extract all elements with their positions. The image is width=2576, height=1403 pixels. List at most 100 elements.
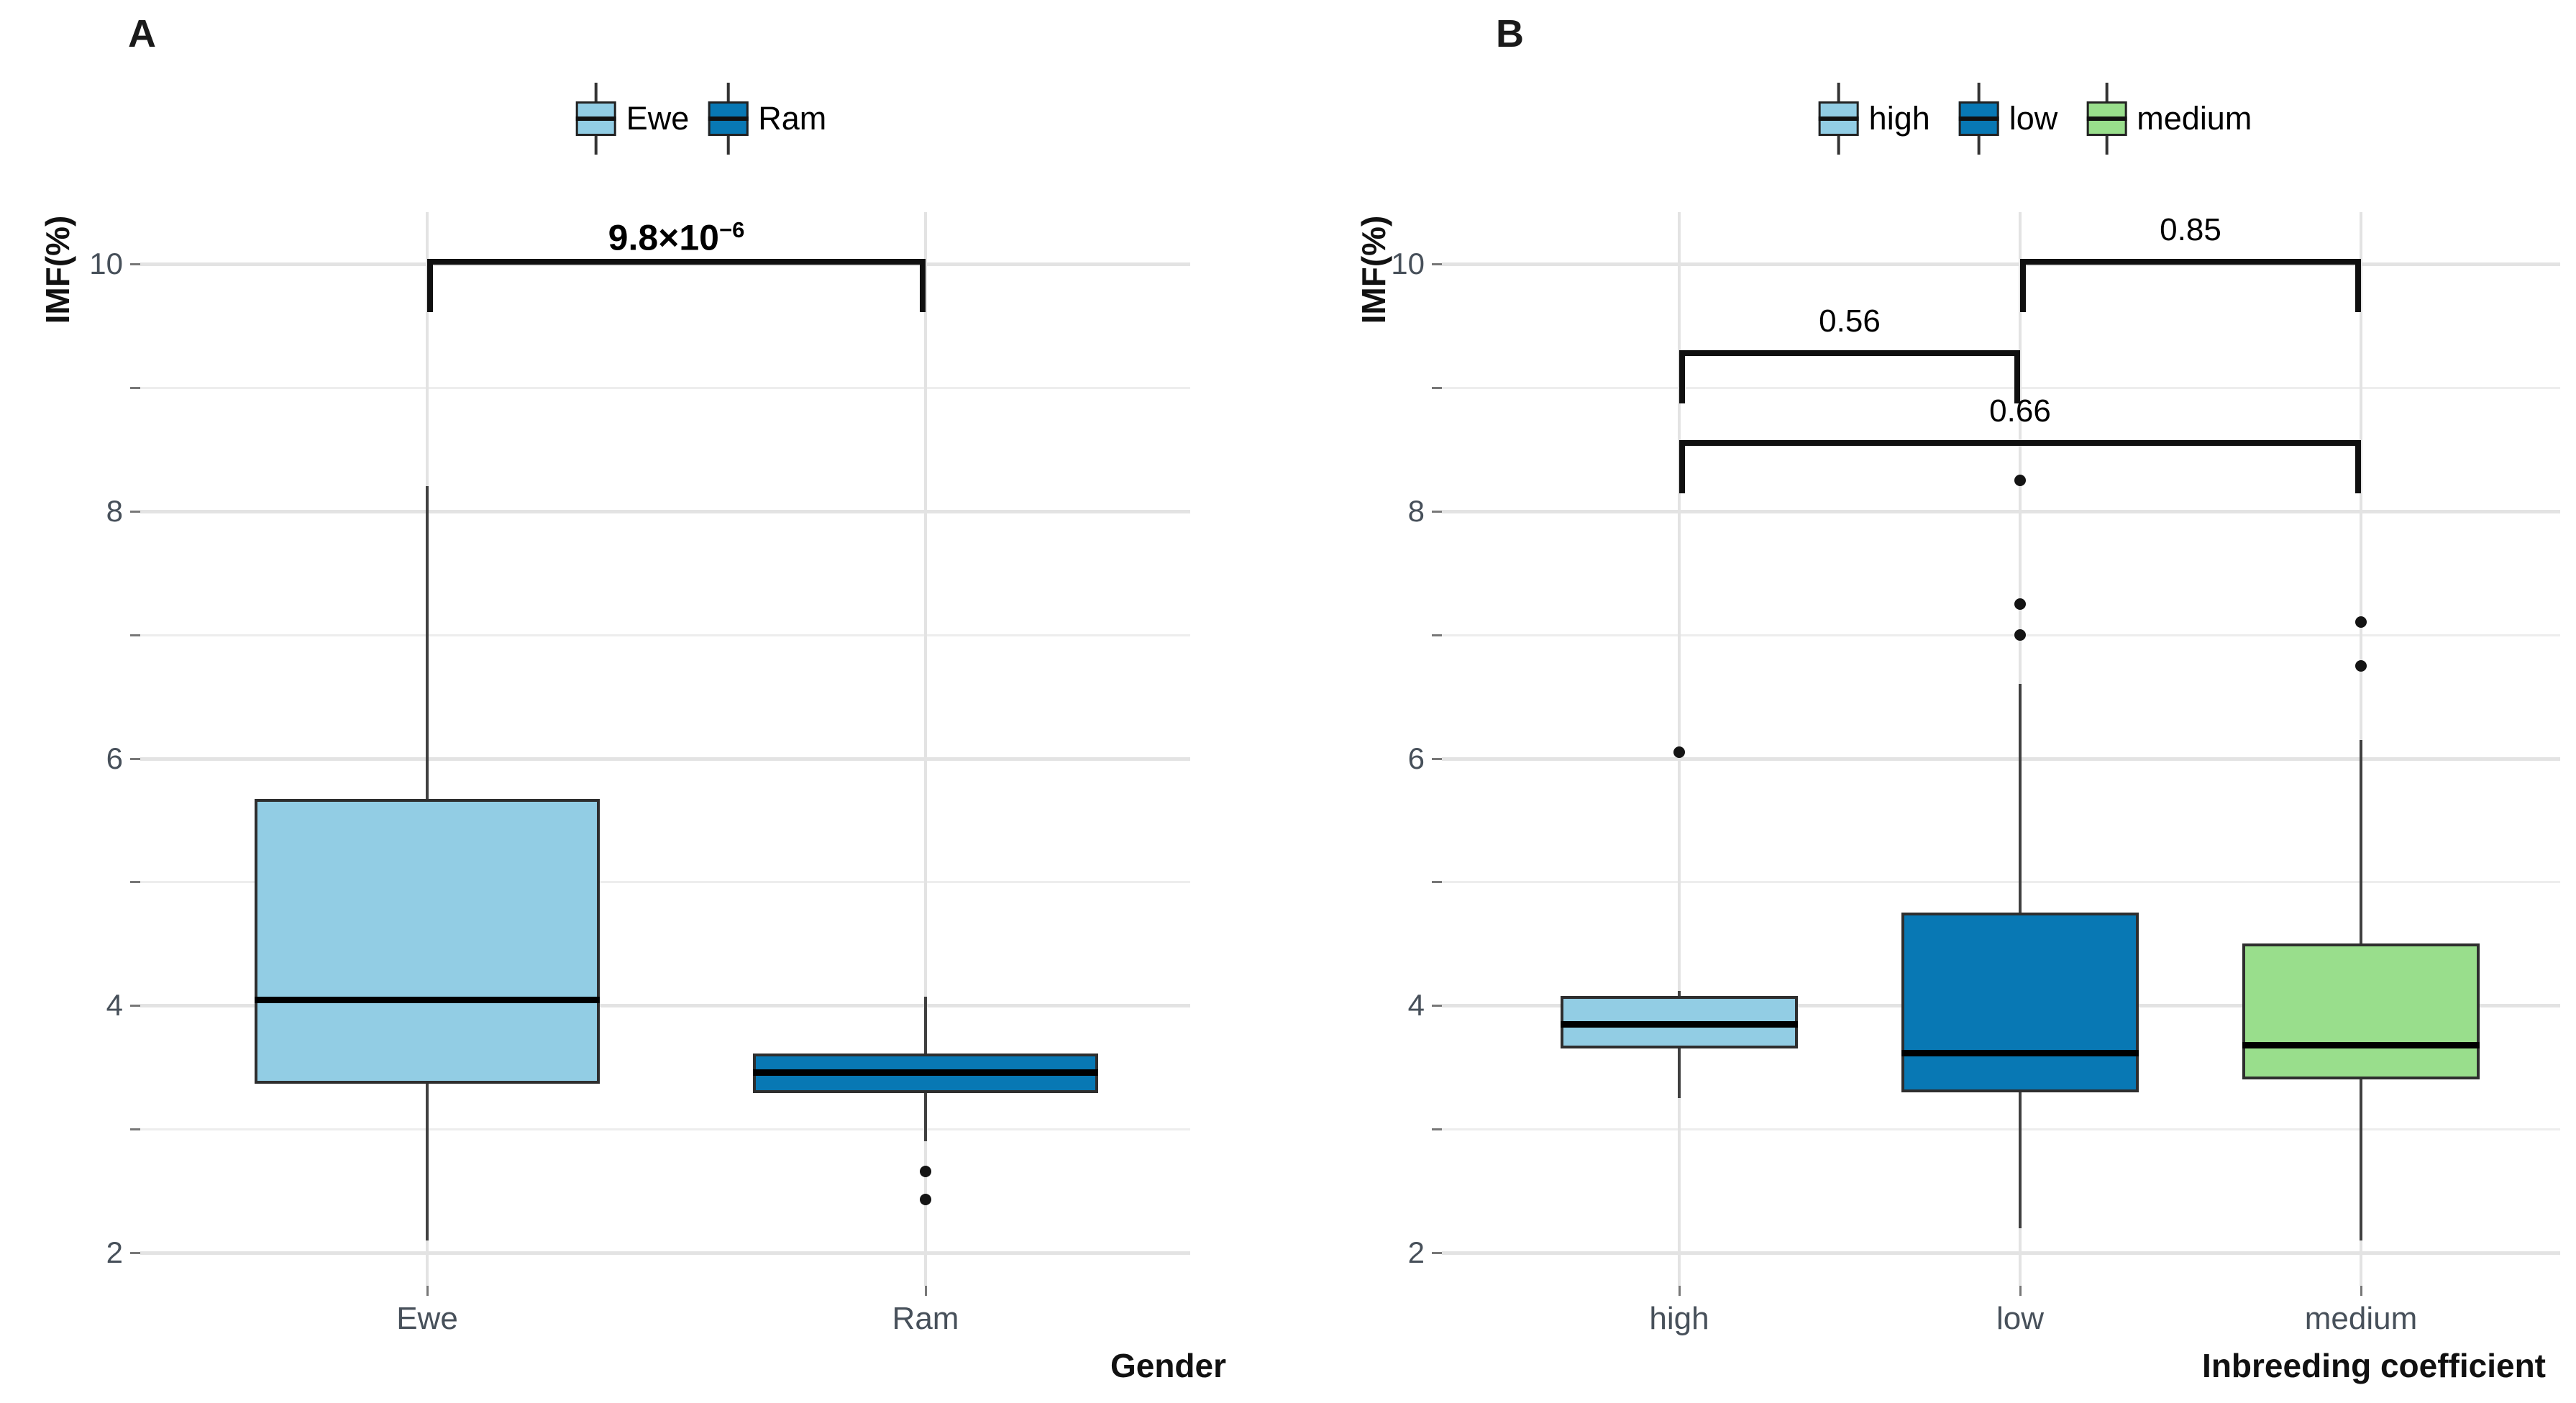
gridline-x-Ram xyxy=(924,212,927,1286)
key-median-line xyxy=(1958,116,1999,121)
bracket-tick-right-1 xyxy=(2355,440,2361,494)
box-medium xyxy=(2242,943,2480,1080)
legend-item-medium: medium xyxy=(2086,83,2252,155)
outlier-dot-Ram-0 xyxy=(920,1165,931,1177)
gridline-y-major-4 xyxy=(140,1004,1190,1008)
legend-label: low xyxy=(2009,100,2058,137)
y-tick-mark-9 xyxy=(1432,386,1442,389)
outlier-dot-Ram-1 xyxy=(920,1194,931,1206)
bracket-tick-left-0 xyxy=(427,258,433,312)
bracket-label-base: 9.8×10 xyxy=(608,217,719,258)
bracket-tick-right-0 xyxy=(2014,349,2020,403)
outlier-dot-low-2 xyxy=(2014,629,2026,641)
gridline-y-major-2 xyxy=(1442,1251,2560,1255)
x-category-label-medium: medium xyxy=(2304,1301,2418,1336)
panel-b-x-axis-title: Inbreeding coefficient xyxy=(2202,1347,2546,1384)
gridline-y-minor-7 xyxy=(140,634,1190,636)
gridline-y-minor-3 xyxy=(140,1128,1190,1131)
box-low xyxy=(1901,913,2139,1092)
x-category-label-high: high xyxy=(1649,1301,1709,1336)
y-tick-mark-6 xyxy=(130,757,140,760)
y-tick-mark-8 xyxy=(1432,510,1442,513)
panel-a-x-axis-title: Gender xyxy=(1110,1347,1226,1384)
legend-label: Ewe xyxy=(626,100,690,137)
legend-label: medium xyxy=(2137,100,2252,137)
x-category-label-low: low xyxy=(1996,1301,2045,1336)
y-tick-mark-4 xyxy=(130,1005,140,1007)
gridline-y-minor-9 xyxy=(140,386,1190,389)
key-median-line xyxy=(708,116,749,121)
y-tick-mark-2 xyxy=(130,1252,140,1254)
y-tick-mark-3 xyxy=(1432,1128,1442,1131)
y-tick-mark-5 xyxy=(1432,881,1442,884)
bracket-bar-2 xyxy=(2020,258,2361,265)
bracket-tick-left-0 xyxy=(1679,349,1685,403)
median-Ram xyxy=(753,1069,1098,1077)
bracket-bar-0 xyxy=(1679,349,2020,356)
gridline-y-major-6 xyxy=(1442,757,2560,761)
gridline-y-minor-5 xyxy=(140,881,1190,884)
y-tick-label-8: 8 xyxy=(1407,493,1425,528)
legend-item-low: low xyxy=(1958,83,2058,155)
y-tick-label-10: 10 xyxy=(1391,247,1425,280)
gridline-y-minor-7 xyxy=(1442,634,2560,636)
y-tick-label-6: 6 xyxy=(106,741,123,775)
x-category-label-Ewe: Ewe xyxy=(396,1301,458,1336)
x-tick-mark-Ewe xyxy=(426,1286,429,1296)
gridline-y-minor-9 xyxy=(1442,386,2560,389)
gridline-y-major-6 xyxy=(140,757,1190,761)
y-tick-mark-8 xyxy=(130,510,140,513)
y-tick-mark-3 xyxy=(130,1128,140,1131)
bracket-tick-left-2 xyxy=(2020,258,2026,312)
key-median-line xyxy=(575,116,616,121)
bracket-p-value-label-0: 9.8×10−6 xyxy=(461,210,892,258)
median-high xyxy=(1561,1021,1798,1028)
gridline-y-major-8 xyxy=(140,509,1190,513)
legend-label: Ram xyxy=(758,100,827,137)
x-tick-mark-medium xyxy=(2360,1286,2362,1296)
legend-label: high xyxy=(1868,100,1930,137)
gridline-y-minor-3 xyxy=(1442,1128,2560,1131)
boxplot-key-icon xyxy=(1818,83,1859,155)
outlier-dot-high-0 xyxy=(1673,746,1685,758)
panel-b-legend: high low medium xyxy=(1818,83,2252,155)
legend-item-Ewe: Ewe xyxy=(575,83,690,155)
outlier-dot-medium-0 xyxy=(2355,616,2367,629)
y-tick-label-2: 2 xyxy=(1407,1235,1425,1269)
y-tick-mark-2 xyxy=(1432,1252,1442,1254)
bracket-tick-right-0 xyxy=(920,258,926,312)
bracket-bar-1 xyxy=(1679,440,2361,447)
boxplot-key-icon xyxy=(2086,83,2127,155)
bracket-bar-0 xyxy=(427,258,926,265)
x-tick-mark-high xyxy=(1678,1286,1681,1296)
y-tick-mark-7 xyxy=(1432,634,1442,636)
y-tick-mark-6 xyxy=(1432,757,1442,760)
bracket-tick-left-1 xyxy=(1679,440,1685,494)
y-tick-label-4: 4 xyxy=(106,988,123,1023)
bracket-p-value-label-1: 0.66 xyxy=(1989,393,2051,429)
gridline-y-minor-5 xyxy=(1442,881,2560,884)
bracket-tick-right-2 xyxy=(2355,258,2361,312)
boxplot-key-icon xyxy=(1958,83,1999,155)
key-median-line xyxy=(2086,116,2127,121)
y-tick-label-10: 10 xyxy=(89,247,123,280)
gridline-y-major-10 xyxy=(1442,262,2560,266)
median-low xyxy=(1901,1049,2139,1056)
panel-b-label: B xyxy=(1496,12,1525,55)
median-Ewe xyxy=(255,996,600,1003)
gridline-y-major-2 xyxy=(140,1251,1190,1255)
y-tick-label-6: 6 xyxy=(1407,741,1425,775)
gridline-y-major-8 xyxy=(1442,509,2560,513)
y-tick-mark-9 xyxy=(130,386,140,389)
y-tick-mark-4 xyxy=(1432,1005,1442,1007)
x-tick-mark-Ram xyxy=(925,1286,927,1296)
bracket-p-value-label-2: 0.85 xyxy=(2160,211,2221,247)
y-tick-label-2: 2 xyxy=(106,1235,123,1269)
legend-item-high: high xyxy=(1818,83,1930,155)
boxplot-key-icon xyxy=(575,83,616,155)
bracket-p-value-label-0: 0.56 xyxy=(1819,303,1881,339)
y-tick-mark-10 xyxy=(1432,263,1442,265)
legend-item-Ram: Ram xyxy=(708,83,826,155)
panel-a-legend: Ewe Ram xyxy=(575,83,826,155)
